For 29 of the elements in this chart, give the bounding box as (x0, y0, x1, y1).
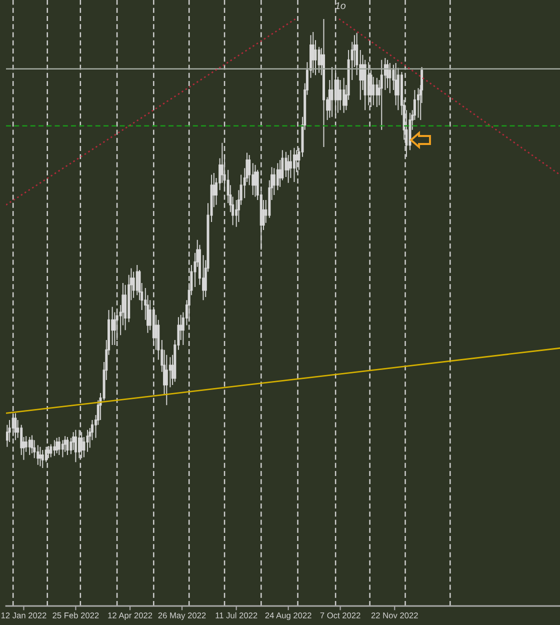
x-tick-label: 24 Aug 2022 (265, 612, 312, 620)
candlestick (66, 436, 69, 456)
candlestick (342, 77, 346, 114)
candlestick (376, 77, 378, 108)
x-tick-label: 25 Feb 2022 (52, 612, 99, 618)
x-tick-label: 12 Jan 2022 (1, 612, 46, 618)
x-tick-label: 11 Jul 2022 (216, 612, 258, 618)
candlestick (56, 437, 58, 454)
candlestick (61, 440, 64, 458)
candlestick (41, 450, 44, 468)
candlestick (364, 59, 366, 111)
candlestick (380, 59, 383, 130)
x-tick-label: 26 May 2022 (158, 612, 206, 620)
x-tick-label: 12 Apr 2022 (108, 612, 152, 620)
candlestick (330, 66, 334, 118)
candlestick (58, 436, 60, 456)
candlestick (388, 62, 392, 94)
candlestick (276, 162, 279, 191)
candlestick (165, 354, 168, 406)
candlestick (74, 429, 77, 463)
x-tick-label: 22 Nov 2022 (371, 612, 418, 618)
candlestick (30, 434, 34, 454)
candlestick (394, 62, 398, 106)
candlestick (339, 80, 342, 111)
candlestick (396, 67, 400, 111)
x-tick-label: 7 Oct 2022 (320, 612, 360, 618)
text: 1o (335, 2, 346, 10)
candlestick (53, 440, 56, 456)
candlestick (6, 424, 8, 448)
